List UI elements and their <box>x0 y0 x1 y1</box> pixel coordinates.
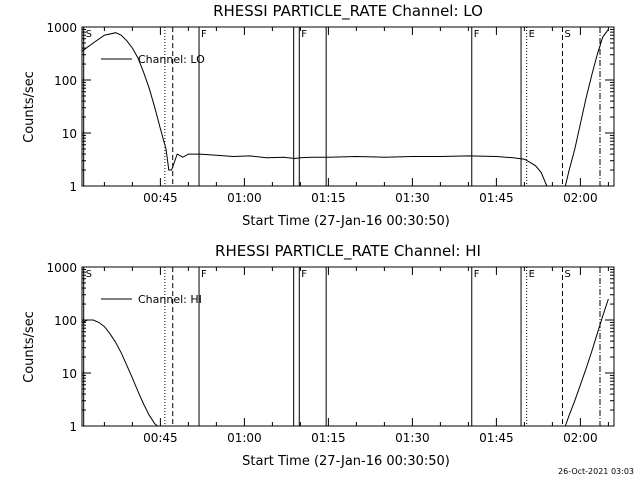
series-line <box>81 32 548 187</box>
plot-frame <box>81 266 615 427</box>
y-tick-label: 1 <box>69 180 77 194</box>
y-tick-label: 1000 <box>46 261 77 275</box>
x-tick-label: 01:00 <box>227 431 262 445</box>
y-tick-label: 1000 <box>46 21 77 35</box>
footer-timestamp: 26-Oct-2021 03:03 <box>558 467 634 476</box>
y-tick-label: 10 <box>62 367 77 381</box>
event-marker-label: S <box>564 269 570 280</box>
legend: Channel: LO <box>101 53 205 66</box>
event-marker-label: F <box>201 269 207 280</box>
lo-channel-chart: RHESSI PARTICLE_RATE Channel: LO 00:45 01… <box>22 2 615 229</box>
x-tick-label: 02:00 <box>563 191 598 205</box>
event-marker-label: F <box>201 29 207 40</box>
x-tick-label: 01:45 <box>479 431 514 445</box>
legend: Channel: HI <box>101 293 202 306</box>
legend-label: Channel: HI <box>138 293 202 306</box>
event-marker-label: E <box>529 29 535 40</box>
y-tick-label: 1 <box>69 420 77 434</box>
x-tick-label: 01:30 <box>395 191 430 205</box>
y-axis-label: Counts/sec <box>22 311 37 383</box>
x-tick-label: 01:00 <box>227 191 262 205</box>
y-tick-label: 100 <box>54 314 77 328</box>
axis-ticks: 00:45 01:00 01:15 01:30 01:45 02:00 1 10 100 1000 <box>46 261 614 445</box>
x-axis-label: Start Time (27-Jan-16 00:30:50) <box>242 214 450 229</box>
x-tick-label: 01:45 <box>479 191 514 205</box>
y-tick-label: 100 <box>54 74 77 88</box>
chart-title: RHESSI PARTICLE_RATE Channel: HI <box>215 242 481 261</box>
axis-ticks: 00:45 01:00 01:15 01:30 01:45 02:00 1 10 100 1000 <box>46 21 614 205</box>
chart-title: RHESSI PARTICLE_RATE Channel: LO <box>213 2 483 21</box>
x-tick-label: 00:45 <box>143 191 178 205</box>
x-tick-label: 00:45 <box>143 431 178 445</box>
event-marker-label: S <box>86 269 92 280</box>
event-marker-label: F <box>474 29 480 40</box>
event-marker-label: S <box>564 29 570 40</box>
event-marker-label: F <box>301 269 307 280</box>
plot-frame <box>81 26 615 187</box>
series-line <box>81 319 158 427</box>
x-tick-label: 01:15 <box>311 431 346 445</box>
legend-label: Channel: LO <box>138 53 205 66</box>
x-tick-label: 01:30 <box>395 431 430 445</box>
event-marker-label: F <box>474 269 480 280</box>
x-tick-label: 02:00 <box>563 431 598 445</box>
x-tick-label: 01:15 <box>311 191 346 205</box>
y-axis-label: Counts/sec <box>22 71 37 143</box>
x-axis-label: Start Time (27-Jan-16 00:30:50) <box>242 454 450 469</box>
series-line <box>564 298 609 427</box>
series-line <box>564 29 609 187</box>
hi-channel-chart: RHESSI PARTICLE_RATE Channel: HI 00:45 01… <box>22 242 615 469</box>
y-tick-label: 10 <box>62 127 77 141</box>
event-marker-label: S <box>86 29 92 40</box>
event-marker-label: E <box>529 269 535 280</box>
event-marker-label: F <box>301 29 307 40</box>
